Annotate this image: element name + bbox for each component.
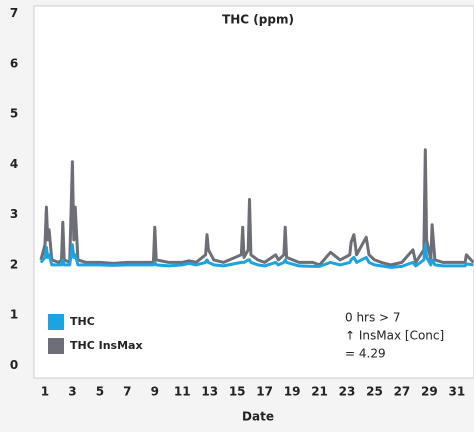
line-series [39,148,474,267]
y-tick-label: 7 [10,6,18,20]
y-tick-label: 1 [10,308,18,322]
x-tick-label: 31 [448,385,465,399]
plot-area [33,5,474,379]
x-tick-label: 3 [68,385,76,399]
legend-label: THC [70,315,95,328]
legend-label: THC InsMax [70,339,143,352]
x-tick-label: 21 [311,385,328,399]
x-tick-label: 13 [201,385,218,399]
x-tick-label: 9 [151,385,159,399]
annotation: 0 hrs > 7 [345,311,401,325]
y-tick-label: 0 [10,358,18,372]
x-tick-label: 17 [256,385,273,399]
y-tick-label: 6 [10,56,18,70]
x-tick-label: 7 [123,385,131,399]
chart-title: THC (ppm) [222,13,294,27]
line-series [39,243,474,269]
x-tick-label: 11 [174,385,191,399]
x-tick-label: 23 [339,385,356,399]
annotation: ↑ InsMax [Conc] [345,329,444,343]
x-tick-label: 27 [394,385,411,399]
y-tick-label: 2 [10,257,18,271]
y-tick-label: 5 [10,107,18,121]
annotation: = 4.29 [345,347,386,361]
legend-swatch [48,338,64,354]
x-tick-label: 19 [284,385,301,399]
x-tick-label: 29 [421,385,438,399]
x-tick-label: 15 [229,385,246,399]
x-tick-label: 5 [96,385,104,399]
x-axis-label: Date [242,410,274,424]
x-tick-label: 1 [41,385,49,399]
y-tick-label: 3 [10,207,18,221]
x-tick-label: 25 [366,385,383,399]
legend-swatch [48,314,64,330]
y-tick-label: 4 [10,157,18,171]
